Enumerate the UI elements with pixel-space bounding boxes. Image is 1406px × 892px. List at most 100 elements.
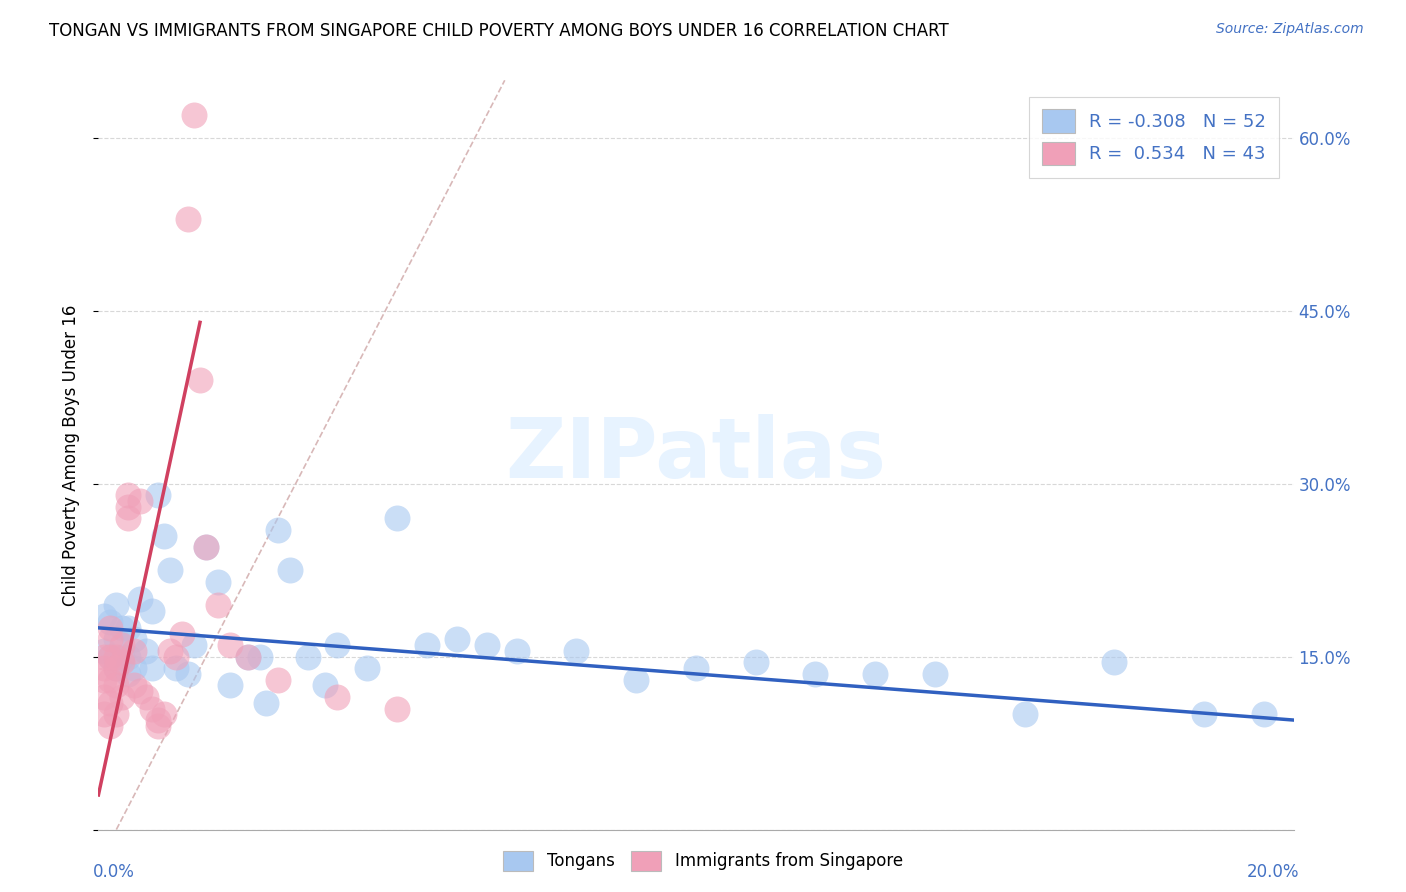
Point <box>124 661 146 675</box>
Y-axis label: Child Poverty Among Boys Under 16: Child Poverty Among Boys Under 16 <box>62 304 80 606</box>
Point <box>148 719 170 733</box>
Point <box>117 621 139 635</box>
Point <box>804 667 827 681</box>
Point <box>254 696 277 710</box>
Point <box>98 649 122 664</box>
Point <box>297 649 319 664</box>
Point <box>98 673 122 687</box>
Point <box>267 523 290 537</box>
Point <box>117 667 139 681</box>
Point <box>124 632 146 647</box>
Point <box>219 638 242 652</box>
Point <box>111 690 134 704</box>
Point <box>98 632 122 647</box>
Point <box>141 701 163 715</box>
Point <box>98 696 122 710</box>
Point <box>93 609 115 624</box>
Point <box>135 644 157 658</box>
Point <box>117 500 139 514</box>
Point <box>98 719 122 733</box>
Legend: Tongans, Immigrants from Singapore: Tongans, Immigrants from Singapore <box>495 842 911 880</box>
Point <box>177 211 200 226</box>
Point <box>98 649 122 664</box>
Point <box>153 528 176 542</box>
Point <box>111 621 134 635</box>
Point <box>141 661 163 675</box>
Point <box>148 713 170 727</box>
Point <box>93 690 115 704</box>
Point <box>165 661 187 675</box>
Point <box>93 661 115 675</box>
Point <box>326 638 349 652</box>
Point <box>626 673 648 687</box>
Text: Source: ZipAtlas.com: Source: ZipAtlas.com <box>1216 22 1364 37</box>
Point <box>135 690 157 704</box>
Point <box>236 649 259 664</box>
Text: TONGAN VS IMMIGRANTS FROM SINGAPORE CHILD POVERTY AMONG BOYS UNDER 16 CORRELATIO: TONGAN VS IMMIGRANTS FROM SINGAPORE CHIL… <box>49 22 949 40</box>
Point <box>1014 707 1036 722</box>
Point <box>93 673 115 687</box>
Text: 20.0%: 20.0% <box>1247 863 1299 881</box>
Point <box>278 563 301 577</box>
Point <box>385 511 409 525</box>
Point <box>1192 707 1215 722</box>
Point <box>105 598 128 612</box>
Point <box>565 644 588 658</box>
Point <box>111 638 134 652</box>
Point <box>356 661 378 675</box>
Point <box>924 667 946 681</box>
Point <box>1104 656 1126 670</box>
Point <box>685 661 707 675</box>
Point <box>207 598 229 612</box>
Point <box>236 649 259 664</box>
Point <box>172 626 194 640</box>
Point <box>93 707 115 722</box>
Point <box>98 621 122 635</box>
Point <box>141 603 163 617</box>
Point <box>117 488 139 502</box>
Point <box>219 678 242 692</box>
Point <box>267 673 290 687</box>
Point <box>177 667 200 681</box>
Point <box>207 574 229 589</box>
Point <box>183 108 205 122</box>
Point <box>385 701 409 715</box>
Point <box>249 649 271 664</box>
Point <box>1253 707 1275 722</box>
Point <box>117 649 139 664</box>
Point <box>183 638 205 652</box>
Point <box>105 649 128 664</box>
Point <box>416 638 439 652</box>
Point <box>105 661 128 675</box>
Point <box>98 615 122 629</box>
Point <box>93 644 115 658</box>
Point <box>111 649 134 664</box>
Point <box>148 488 170 502</box>
Point <box>117 511 139 525</box>
Point <box>124 678 146 692</box>
Point <box>129 494 152 508</box>
Point <box>506 644 529 658</box>
Point <box>446 632 468 647</box>
Point <box>105 632 128 647</box>
Point <box>129 684 152 698</box>
Text: ZIPatlas: ZIPatlas <box>506 415 886 495</box>
Point <box>475 638 498 652</box>
Text: 0.0%: 0.0% <box>93 863 135 881</box>
Point <box>865 667 887 681</box>
Point <box>315 678 337 692</box>
Point <box>159 644 181 658</box>
Point <box>188 373 211 387</box>
Point <box>111 656 134 670</box>
Point <box>165 649 187 664</box>
Point <box>326 690 349 704</box>
Point <box>195 540 218 554</box>
Point <box>105 707 128 722</box>
Point <box>124 644 146 658</box>
Point <box>745 656 768 670</box>
Point <box>93 649 115 664</box>
Point <box>105 661 128 675</box>
Point <box>105 678 128 692</box>
Point <box>129 592 152 607</box>
Point <box>195 540 218 554</box>
